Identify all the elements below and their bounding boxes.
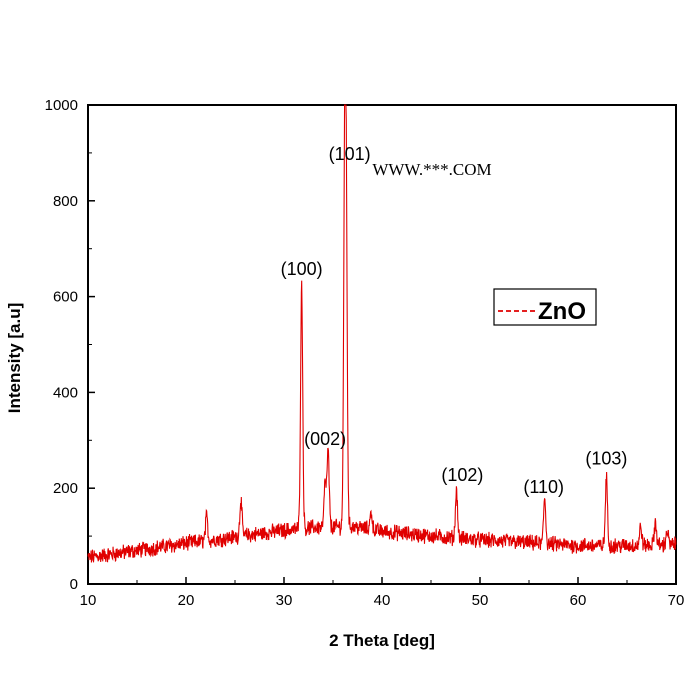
peak-label: (102) [441,465,483,485]
x-axis-title: 2 Theta [deg] [329,631,435,650]
peak-label: (103) [585,448,627,468]
y-tick-label: 400 [53,384,78,401]
x-tick-label: 10 [80,592,97,609]
legend-label-zno: ZnO [538,298,586,325]
x-tick-label: 30 [276,592,293,609]
y-tick-label: 200 [53,480,78,497]
peak-label: (002) [304,429,346,449]
y-tick-label: 0 [70,576,78,593]
peak-label: (101) [329,144,371,164]
peak-label: (110) [523,477,564,497]
y-tick-label: 1000 [45,97,78,114]
series-zno-line [87,104,677,563]
peak-annotations: (100) (101) (002) (102) (110) (103) [281,144,628,497]
y-tick-label: 800 [53,193,78,210]
x-tick-label: 20 [178,592,195,609]
x-tick-label: 60 [570,592,587,609]
peak-label: (100) [281,259,323,279]
watermark-text: WWW.***.COM [372,160,491,179]
legend-box [493,288,597,326]
x-tick-label: 50 [472,592,489,609]
y-tick-label: 600 [53,289,78,306]
y-axis-title: Intensity [a.u] [5,303,24,414]
x-axis: 10 20 30 40 50 60 70 [80,577,685,609]
y-axis: 0 200 400 600 800 1000 [45,97,95,593]
legend: ZnO [493,288,597,326]
x-tick-label: 70 [668,592,685,609]
x-tick-label: 40 [374,592,391,609]
